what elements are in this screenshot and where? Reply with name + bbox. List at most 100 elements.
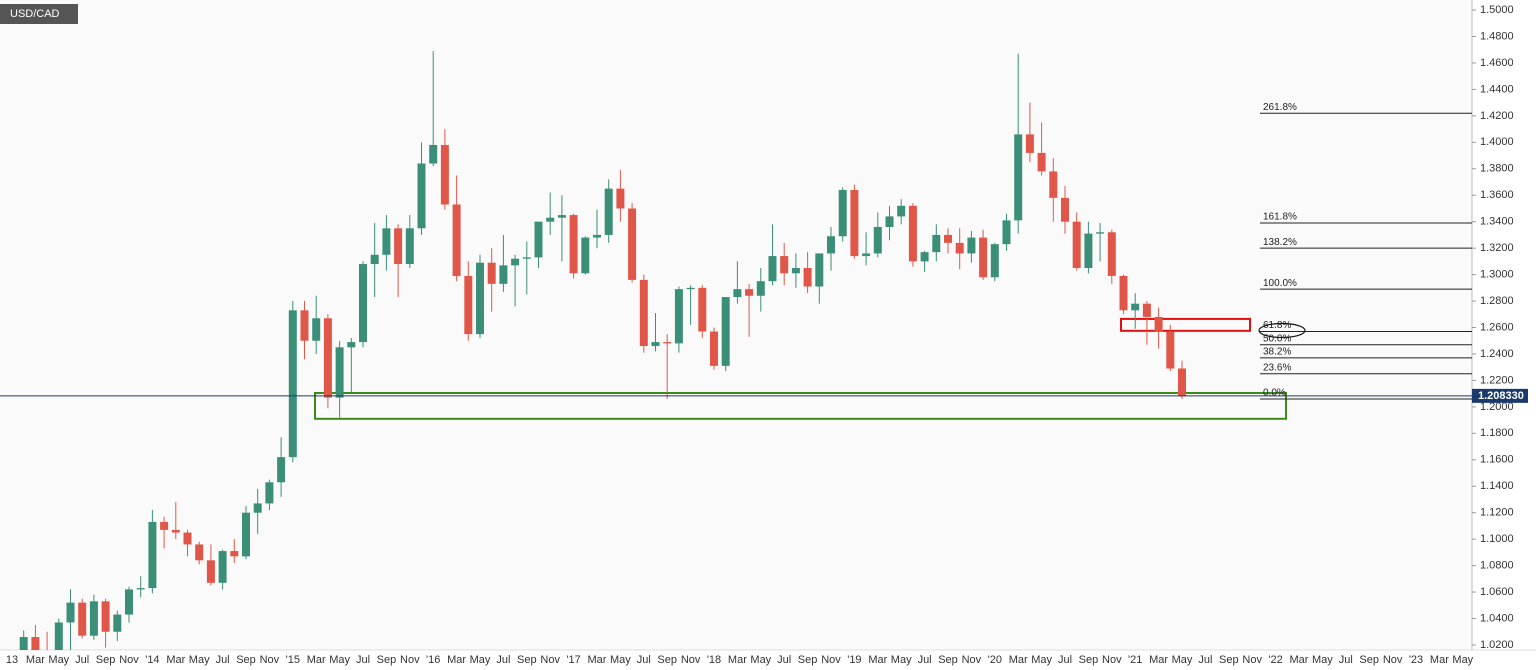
y-tick-label: 1.1600 [1480, 454, 1514, 466]
x-tick-label: Nov [400, 654, 420, 666]
fib-label: 0.0% [1263, 388, 1286, 399]
candle-body [1119, 275, 1128, 311]
candle-body [171, 529, 180, 533]
candle-body [721, 297, 730, 366]
x-tick-label: Jul [216, 654, 230, 666]
candle-body [370, 254, 379, 265]
x-tick-label: Mar [1430, 654, 1449, 666]
y-tick-label: 1.4400 [1480, 83, 1514, 95]
candle-body [429, 144, 438, 164]
fib-label: 61.8% [1263, 320, 1291, 331]
candle-body [382, 228, 391, 255]
candle-body [230, 551, 239, 557]
y-tick-label: 1.4000 [1480, 136, 1514, 148]
candle-body [31, 637, 40, 650]
x-tick-label: Sep [1079, 654, 1099, 666]
candle-body [873, 226, 882, 254]
candle-body [19, 637, 28, 650]
x-tick-label: Sep [938, 654, 958, 666]
candle-body [1049, 171, 1058, 198]
price-box [1472, 388, 1528, 403]
candle-body [1037, 152, 1046, 172]
candle-body [593, 234, 601, 238]
candle-body [768, 256, 777, 282]
candle-body [780, 256, 789, 274]
x-tick-label: May [1312, 654, 1333, 666]
candle-body [405, 228, 414, 265]
candle-body [920, 252, 929, 262]
x-tick-label: May [1172, 654, 1193, 666]
x-tick-label: Jul [918, 654, 932, 666]
x-tick-label: Nov [540, 654, 560, 666]
x-tick-label: '21 [1128, 654, 1142, 666]
candle-body [113, 614, 122, 632]
x-tick-label: May [610, 654, 631, 666]
x-tick-label: Mar [868, 654, 887, 666]
plot: 261.8% 161.8% 138.2% 100.0% 61.8% 50.0% 38.2% 2… [19, 51, 1472, 650]
x-tick-label: Sep [1219, 654, 1239, 666]
candle-body [277, 457, 286, 483]
x-tick-label: '22 [1268, 654, 1282, 666]
x-tick-label: May [1452, 654, 1473, 666]
zone [1120, 317, 1251, 332]
x-tick-label: 13 [6, 654, 18, 666]
candle-body [651, 342, 660, 347]
x-tick-label: Mar [447, 654, 466, 666]
y-tick-label: 1.5000 [1480, 4, 1514, 16]
fib-label: 38.2% [1263, 347, 1291, 358]
candle-body [557, 215, 566, 218]
x-tick-label: Mar [26, 654, 45, 666]
x-tick-label: May [1031, 654, 1052, 666]
candle-body [464, 275, 473, 335]
candle-body [1166, 331, 1175, 369]
candle-body [54, 622, 63, 650]
y-tick-label: 1.4200 [1480, 110, 1514, 122]
candle-body [511, 258, 520, 266]
y-tick-label: 1.3400 [1480, 216, 1514, 228]
y-tick-label: 1.2000 [1480, 401, 1514, 413]
y-tick-label: 1.1200 [1480, 507, 1514, 519]
candle-body [1061, 197, 1069, 222]
x-tick-label: May [891, 654, 912, 666]
y-tick-label: 1.1800 [1480, 427, 1514, 439]
candle-body [733, 289, 742, 298]
x-tick-label: Nov [681, 654, 701, 666]
x-tick-label: May [470, 654, 491, 666]
fib-label: 100.0% [1263, 278, 1297, 289]
candle-body [183, 532, 192, 545]
candle-body [581, 237, 590, 274]
x-tick-label: Mar [1290, 654, 1309, 666]
x-tick-label: Nov [1102, 654, 1122, 666]
x-tick-label: Nov [119, 654, 139, 666]
x-tick-label: Nov [1383, 654, 1403, 666]
candle-body [791, 267, 800, 274]
fib-highlight [1258, 322, 1306, 339]
y-tick-label: 1.2800 [1480, 295, 1514, 307]
candle-body [698, 287, 707, 332]
candle-body [897, 205, 906, 217]
candle-body [265, 482, 274, 504]
candle-body [534, 221, 543, 258]
x-tick-label: Jul [1339, 654, 1353, 666]
x-tick-label: Jul [356, 654, 370, 666]
candle-body [101, 601, 110, 632]
x-tick-label: '15 [286, 654, 300, 666]
y-tick-label: 1.3000 [1480, 269, 1514, 281]
candle-body [616, 188, 625, 209]
x-tick-label: Nov [821, 654, 841, 666]
x-tick-label: '20 [988, 654, 1002, 666]
y-tick-label: 1.1000 [1480, 533, 1514, 545]
x-tick-label: '17 [566, 654, 580, 666]
candle-body [979, 237, 988, 278]
y-tick-label: 1.2200 [1480, 374, 1514, 386]
candle-body [452, 204, 461, 276]
candle-body [253, 503, 262, 513]
x-tick-label: Mar [588, 654, 607, 666]
x-tick-label: Mar [1009, 654, 1028, 666]
candle-body [312, 318, 321, 341]
y-tick-label: 1.2600 [1480, 321, 1514, 333]
x-tick-label: May [189, 654, 210, 666]
price-label: 1.208330 [1478, 390, 1524, 402]
candle-body [1142, 303, 1151, 317]
candle-body [160, 521, 169, 530]
